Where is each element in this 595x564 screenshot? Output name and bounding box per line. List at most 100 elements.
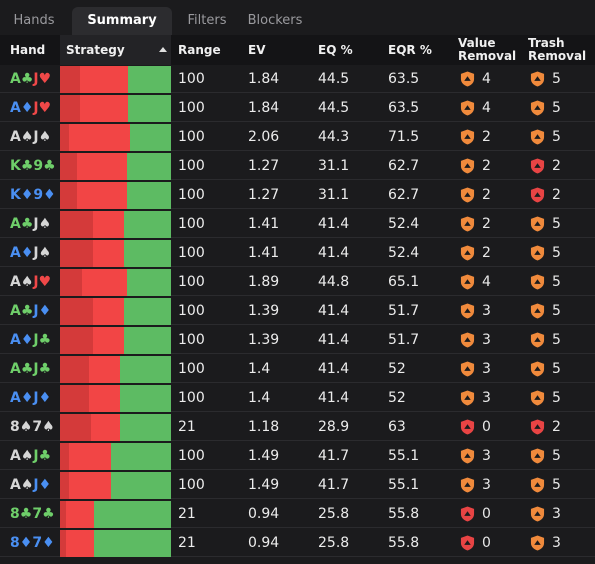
- tab-summary[interactable]: Summary: [72, 7, 172, 35]
- strategy-bar: [60, 530, 171, 557]
- table-row[interactable]: A♣J♦ 100 1.39 41.4 51.7 3 5: [0, 297, 595, 325]
- column-header-hand[interactable]: Hand: [10, 42, 46, 57]
- value-removal-shield-icon: [460, 245, 475, 261]
- strategy-segment-bet: [65, 530, 95, 557]
- value-removal-count: 3: [482, 303, 491, 319]
- spade-suit-icon: ♠: [20, 477, 34, 493]
- column-header-trash-removal[interactable]: Trash Removal: [528, 35, 592, 65]
- eq-cell: 41.7: [318, 477, 350, 493]
- eqr-cell: 55.1: [388, 477, 420, 493]
- hand-cell: A♦J♠: [10, 239, 51, 267]
- table-row[interactable]: A♠J♥ 100 1.89 44.8 65.1 4 5: [0, 268, 595, 296]
- eq-cell: 41.4: [318, 361, 350, 377]
- card-rank: J: [33, 100, 39, 116]
- strategy-segment-large-bet: [60, 501, 66, 528]
- card-rank: 8: [10, 419, 20, 435]
- table-row[interactable]: A♦J♦ 100 1.4 41.4 52 3 5: [0, 384, 595, 412]
- strategy-segment-bet: [68, 124, 130, 151]
- club-suit-icon: ♣: [20, 303, 34, 319]
- club-suit-icon: ♣: [19, 506, 33, 522]
- value-removal-count: 4: [482, 71, 491, 87]
- card-rank: A: [10, 216, 21, 232]
- hand-cell: A♣J♦: [10, 297, 51, 325]
- strategy-bar: [60, 356, 171, 383]
- column-header-eqr[interactable]: EQR %: [388, 42, 432, 57]
- value-removal-shield-icon: [460, 158, 475, 174]
- column-header-value-removal-line2: Removal: [458, 49, 517, 63]
- table-row[interactable]: A♦J♣ 100 1.39 41.4 51.7 3 5: [0, 326, 595, 354]
- trash-removal-shield-icon: [530, 419, 545, 435]
- strategy-segment-large-bet: [60, 153, 77, 180]
- ev-cell: 0.94: [248, 506, 280, 522]
- table-row[interactable]: A♣J♣ 100 1.4 41.4 52 3 5: [0, 355, 595, 383]
- ev-cell: 1.27: [248, 187, 280, 203]
- trash-removal-shield-icon: [530, 535, 545, 551]
- trash-removal-count: 2: [552, 158, 561, 174]
- column-header-value-removal[interactable]: Value Removal: [458, 35, 522, 65]
- table-row[interactable]: 8♦7♦ 21 0.94 25.8 55.8 0 3: [0, 529, 595, 557]
- range-cell: 100: [178, 361, 205, 377]
- value-removal-count: 2: [482, 158, 491, 174]
- strategy-bar: [60, 385, 171, 412]
- diamond-suit-icon: ♦: [20, 390, 34, 406]
- column-header-eq[interactable]: EQ %: [318, 42, 353, 57]
- range-cell: 100: [178, 187, 205, 203]
- table-row[interactable]: A♦J♥ 100 1.84 44.5 63.5 4 5: [0, 94, 595, 122]
- range-cell: 21: [178, 419, 196, 435]
- table-row[interactable]: K♣9♣ 100 1.27 31.1 62.7 2 2: [0, 152, 595, 180]
- eq-cell: 25.8: [318, 535, 350, 551]
- table-row[interactable]: A♠J♦ 100 1.49 41.7 55.1 3 5: [0, 471, 595, 499]
- trash-removal-shield-icon: [530, 187, 545, 203]
- eqr-cell: 62.7: [388, 158, 420, 174]
- table-row[interactable]: 8♣7♣ 21 0.94 25.8 55.8 0 3: [0, 500, 595, 528]
- table-row[interactable]: A♠J♠ 100 2.06 44.3 71.5 2 5: [0, 123, 595, 151]
- table-header: Hand Strategy Range EV EQ % EQR % Value …: [0, 35, 595, 65]
- spade-suit-icon: ♠: [20, 448, 34, 464]
- trash-removal-shield-icon: [530, 158, 545, 174]
- table-row[interactable]: A♠J♣ 100 1.49 41.7 55.1 3 5: [0, 442, 595, 470]
- ev-cell: 0.94: [248, 535, 280, 551]
- card-rank: J: [33, 477, 39, 493]
- range-cell: 100: [178, 448, 205, 464]
- trash-removal-shield-icon: [530, 245, 545, 261]
- table-row[interactable]: A♦J♠ 100 1.41 41.4 52.4 2 5: [0, 239, 595, 267]
- hand-cell: A♦J♦: [10, 384, 51, 412]
- trash-removal-shield-icon: [530, 303, 545, 319]
- range-cell: 100: [178, 245, 205, 261]
- tab-filters[interactable]: Filters: [187, 13, 227, 28]
- hand-cell: 8♣7♣: [10, 500, 55, 528]
- card-rank: J: [33, 71, 39, 87]
- spade-suit-icon: ♠: [38, 129, 52, 145]
- table-row[interactable]: K♦9♦ 100 1.27 31.1 62.7 2 2: [0, 181, 595, 209]
- trash-removal-shield-icon: [530, 216, 545, 232]
- card-rank: A: [10, 274, 21, 290]
- trash-removal-count: 5: [552, 477, 561, 493]
- table-row[interactable]: 8♠7♠ 21 1.18 28.9 63 0 2: [0, 413, 595, 441]
- column-header-trash-removal-line1: Trash: [528, 36, 565, 50]
- table-row[interactable]: A♣J♠ 100 1.41 41.4 52.4 2 5: [0, 210, 595, 238]
- column-header-ev[interactable]: EV: [248, 42, 266, 57]
- card-rank: J: [33, 361, 39, 377]
- ev-cell: 1.41: [248, 216, 280, 232]
- value-removal-shield-icon: [460, 361, 475, 377]
- strategy-segment-large-bet: [60, 95, 80, 122]
- hand-cell: K♣9♣: [10, 152, 56, 180]
- strategy-segment-large-bet: [60, 385, 89, 412]
- table-row[interactable]: A♣J♥ 100 1.84 44.5 63.5 4 5: [0, 65, 595, 93]
- value-removal-shield-icon: [460, 506, 475, 522]
- eqr-cell: 65.1: [388, 274, 420, 290]
- spade-suit-icon: ♠: [38, 245, 52, 261]
- column-header-range[interactable]: Range: [178, 42, 221, 57]
- column-header-strategy[interactable]: Strategy: [60, 35, 171, 65]
- trash-removal-shield-icon: [530, 448, 545, 464]
- range-cell: 100: [178, 216, 205, 232]
- ev-cell: 1.49: [248, 477, 280, 493]
- card-rank: A: [10, 245, 21, 261]
- tab-blockers[interactable]: Blockers: [247, 13, 303, 28]
- eqr-cell: 52.4: [388, 216, 420, 232]
- card-rank: J: [33, 274, 39, 290]
- range-cell: 100: [178, 303, 205, 319]
- strategy-segment-bet: [68, 472, 112, 499]
- eq-cell: 41.4: [318, 332, 350, 348]
- tab-hands[interactable]: Hands: [13, 13, 55, 28]
